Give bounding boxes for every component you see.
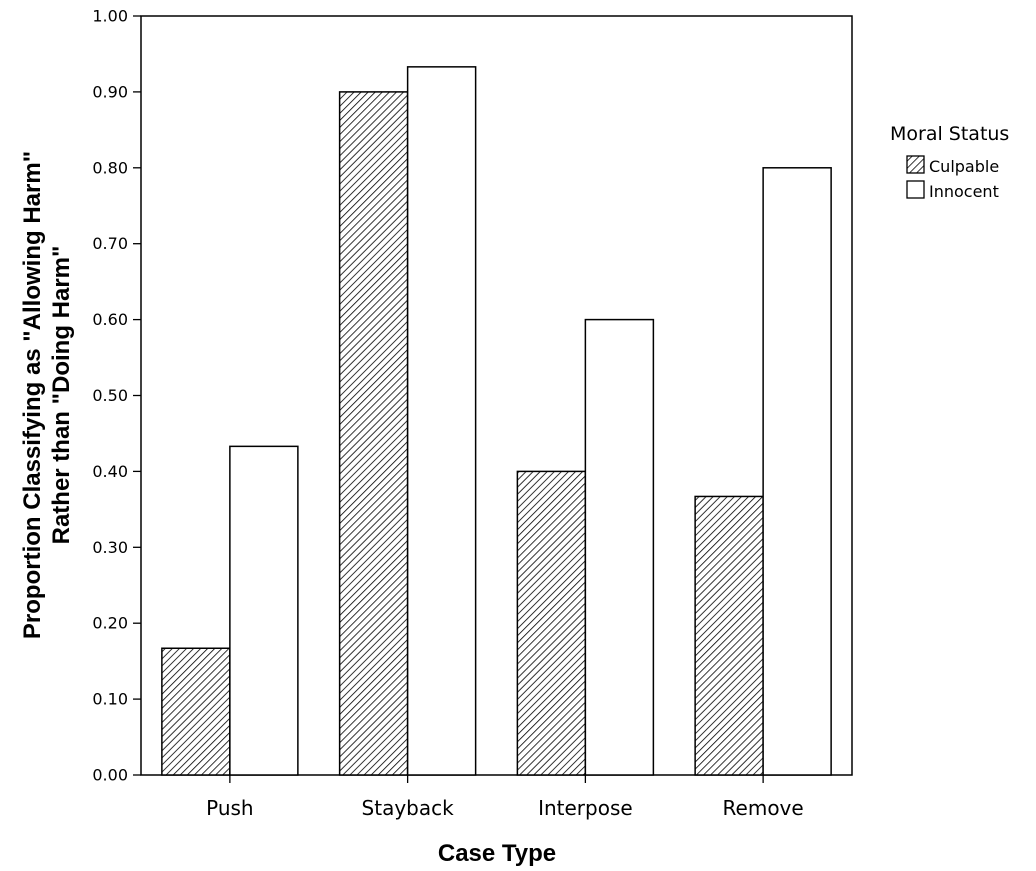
y-tick-label: 0.20	[92, 614, 128, 633]
legend-swatch-culpable	[906, 155, 925, 174]
legend-label-innocent: Innocent	[929, 182, 999, 201]
y-tick-label: 0.40	[92, 462, 128, 481]
y-tick-label: 0.00	[92, 766, 128, 785]
bar-culpable-interpose	[516, 470, 587, 776]
y-tick-label: 0.30	[92, 538, 128, 557]
y-tick-label: 0.90	[92, 82, 128, 101]
bar-innocent-interpose	[584, 318, 655, 776]
legend-label-culpable: Culpable	[929, 157, 999, 176]
legend-title: Moral Status	[890, 123, 1009, 145]
y-tick-label: 0.50	[92, 386, 128, 405]
legend-swatch-innocent	[906, 180, 925, 199]
y-tick-label: 0.10	[92, 690, 128, 709]
y-tick-label: 0.70	[92, 234, 128, 253]
bar-innocent-remove	[762, 167, 832, 776]
x-tick-label: Push	[206, 796, 253, 820]
x-tick-label: Stayback	[362, 796, 455, 820]
legend: Moral Status Culpable Innocent	[890, 123, 1009, 201]
bar-culpable-stayback	[338, 91, 409, 776]
x-axis-title: Case Type	[438, 840, 556, 867]
x-tick-label: Interpose	[538, 796, 633, 820]
bar-innocent-stayback	[406, 66, 477, 776]
bar-innocent-push	[229, 445, 299, 776]
y-axis-title-line-2: Rather than "Doing Harm"	[48, 246, 75, 545]
y-tick-label: 0.60	[92, 310, 128, 329]
bar-culpable-push	[161, 647, 231, 776]
y-axis-title-line-1: Proportion Classifying as "Allowing Harm…	[19, 151, 46, 639]
y-tick-label: 1.00	[92, 7, 128, 26]
x-tick-label: Remove	[723, 796, 804, 820]
y-tick-label: 0.80	[92, 158, 128, 177]
bar-culpable-remove	[694, 495, 764, 776]
